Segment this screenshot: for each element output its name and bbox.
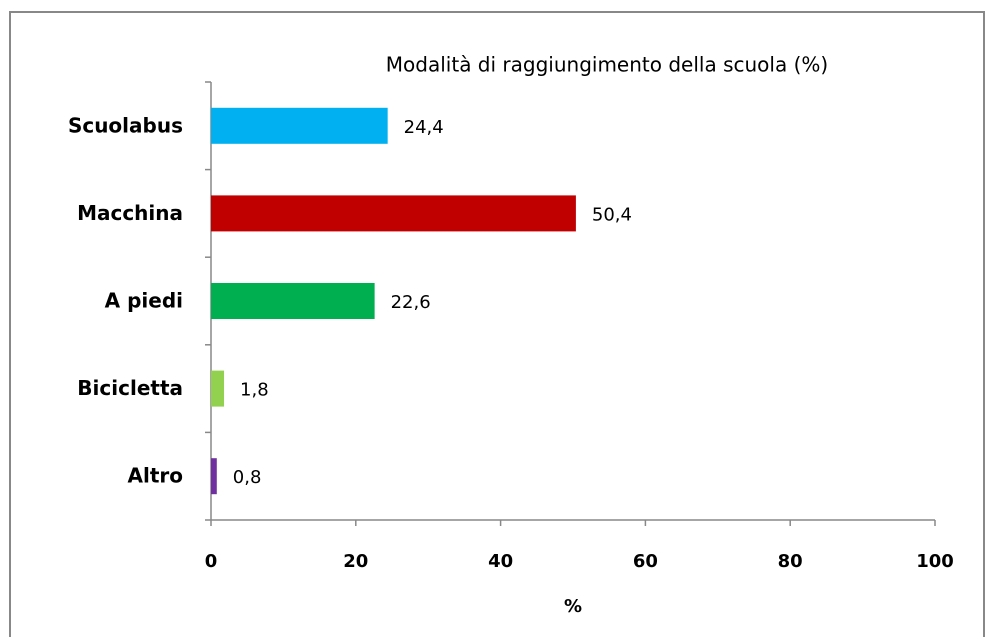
data-label: 50,4: [592, 204, 632, 225]
bar: [211, 458, 217, 495]
x-tick-label: 20: [343, 551, 368, 572]
bar: [211, 283, 375, 319]
data-label: 24,4: [404, 117, 444, 138]
x-tick-label: 0: [205, 551, 218, 572]
y-tick-label: Bicicletta: [77, 376, 183, 400]
data-label: 22,6: [391, 292, 431, 313]
x-tick-label: 40: [488, 551, 513, 572]
y-tick-label: Altro: [128, 464, 184, 488]
x-tick-label: 60: [633, 551, 658, 572]
chart-frame: [9, 11, 985, 637]
bar: [211, 107, 388, 144]
data-label: 1,8: [240, 380, 269, 401]
x-tick-label: 100: [916, 551, 954, 572]
x-axis-label: %: [564, 596, 582, 617]
x-tick-label: 80: [778, 551, 803, 572]
data-label: 0,8: [233, 467, 262, 488]
y-tick-label: A piedi: [105, 289, 183, 313]
bar: [211, 195, 576, 232]
bar: [211, 370, 225, 407]
y-tick-label: Scuolabus: [68, 113, 183, 137]
y-tick-label: Macchina: [77, 201, 183, 225]
chart-title: Modalità di raggiungimento della scuola …: [386, 53, 828, 77]
